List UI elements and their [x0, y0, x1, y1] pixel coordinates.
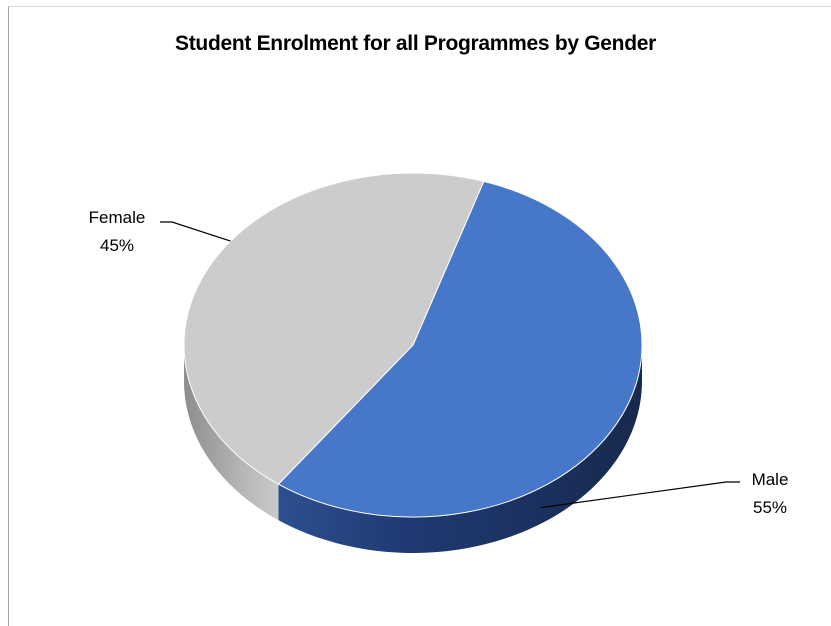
chart-frame — [8, 6, 831, 626]
pie-sides — [184, 346, 642, 553]
slice-label-value-male: 55% — [753, 498, 787, 517]
pie-tops — [183, 172, 643, 518]
pie-slice-female — [183, 172, 485, 485]
slice-label-name-male: Male — [752, 470, 789, 489]
slice-label-name-female: Female — [89, 208, 146, 227]
slice-label-value-female: 45% — [100, 236, 134, 255]
leader-line-female — [160, 221, 231, 242]
leader-line-male — [540, 481, 740, 509]
leader-lines — [160, 221, 740, 509]
pie-side-female — [184, 349, 279, 521]
chart-title: Student Enrolment for all Programmes by … — [175, 32, 656, 55]
pie-slice-male — [277, 180, 643, 518]
slice-labels: Female 45% Male 55% — [89, 208, 789, 517]
pie-side-male — [278, 346, 642, 553]
